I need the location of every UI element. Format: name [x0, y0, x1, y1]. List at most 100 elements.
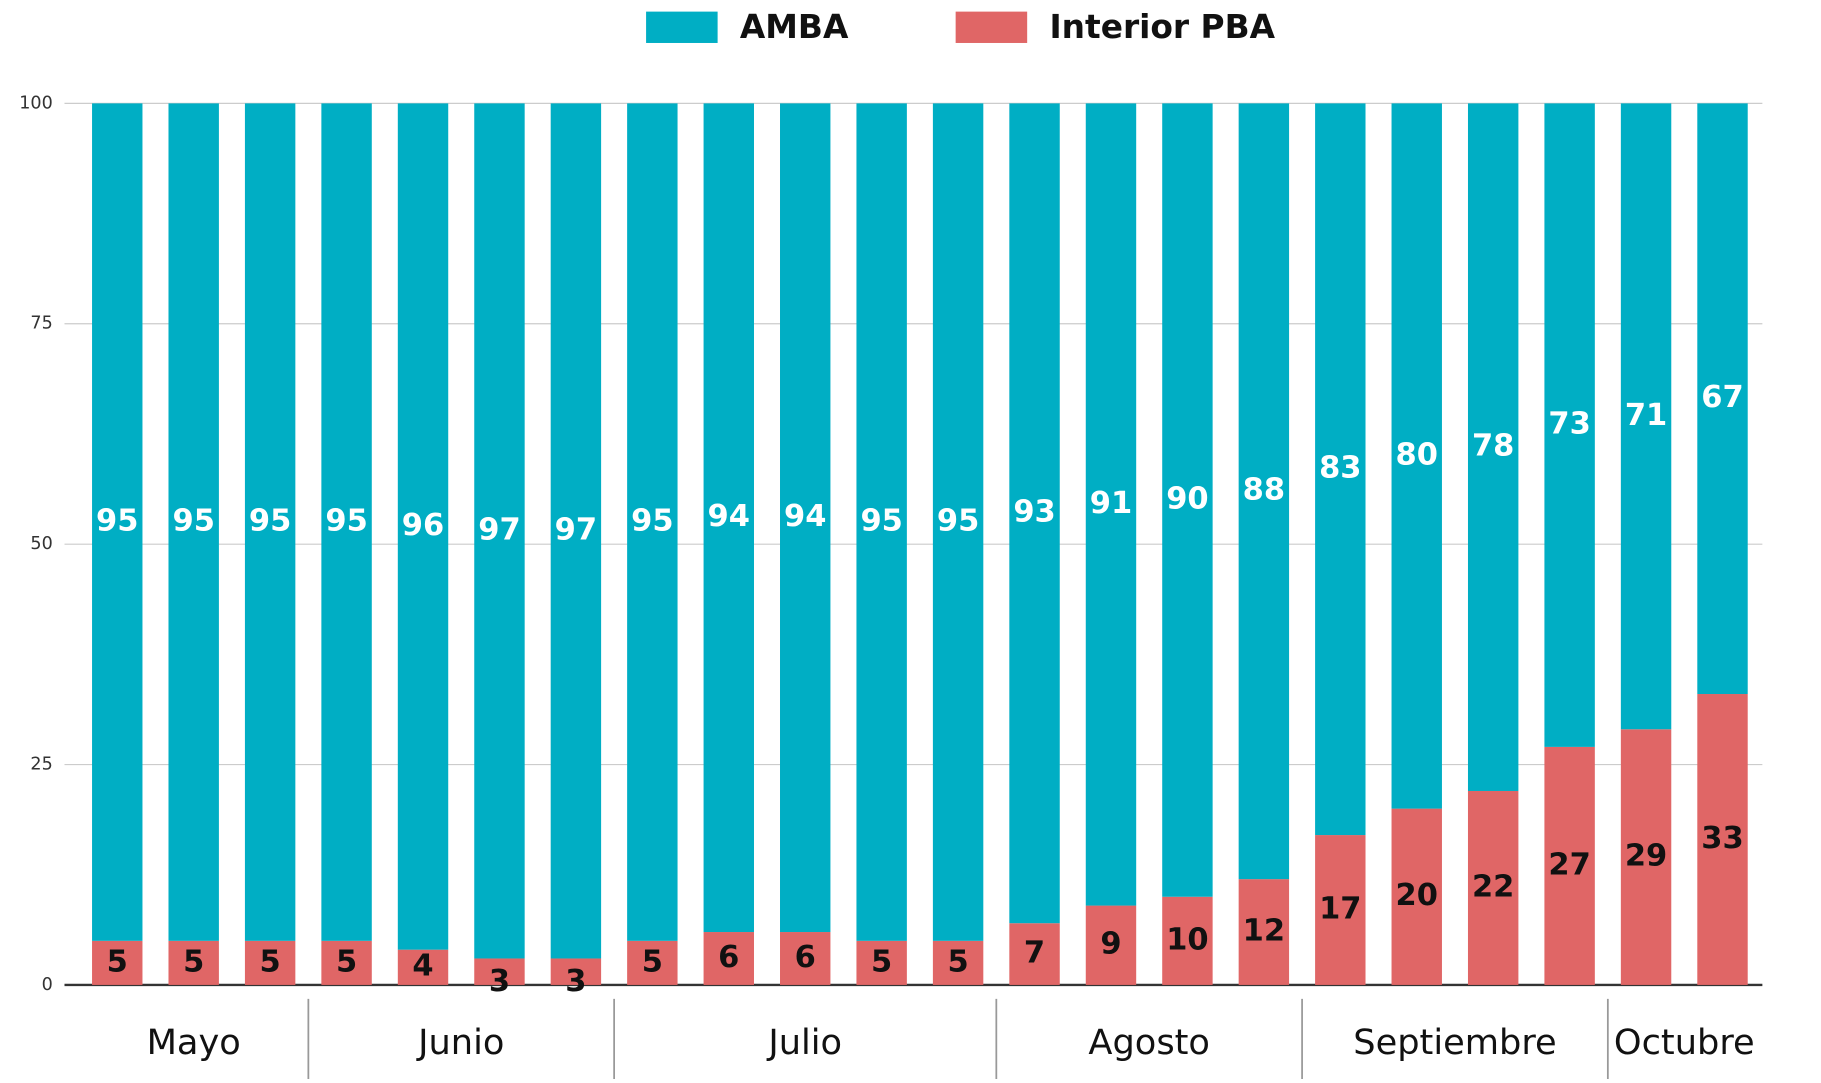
bar-segment — [397, 949, 449, 985]
bar-segment — [168, 103, 219, 941]
group-label: Octubre — [1614, 1023, 1755, 1063]
bar-segment — [932, 940, 984, 985]
bar-segment — [474, 103, 525, 959]
data-label: 5 — [642, 944, 663, 979]
data-label: 94 — [708, 499, 750, 534]
bar-segment — [397, 103, 449, 950]
data-label: 73 — [1548, 407, 1590, 442]
data-label: 20 — [1396, 878, 1438, 913]
bar-segment — [1620, 729, 1672, 985]
data-label: 6 — [718, 940, 739, 975]
data-label: 5 — [871, 944, 892, 979]
data-label: 71 — [1625, 398, 1667, 433]
data-label: 5 — [336, 944, 357, 979]
data-label: 78 — [1472, 429, 1514, 464]
bar-segment — [1697, 103, 1748, 695]
bar-segment — [856, 940, 907, 985]
bar-segment — [856, 103, 907, 941]
bar-segment — [321, 103, 372, 941]
bar-segment — [244, 103, 296, 941]
bar-segment — [780, 103, 831, 933]
bar-segment — [1391, 808, 1442, 985]
bar-segment — [703, 932, 754, 985]
bar-segment — [1467, 103, 1519, 791]
data-label: 95 — [249, 504, 291, 539]
data-label: 90 — [1166, 482, 1208, 517]
bar-segment — [703, 103, 754, 933]
bar-segment — [92, 940, 143, 985]
data-label: 83 — [1319, 451, 1361, 486]
data-label: 5 — [260, 944, 281, 979]
data-label: 97 — [555, 513, 597, 548]
data-label: 88 — [1243, 473, 1285, 508]
data-label: 94 — [784, 499, 826, 534]
data-label: 12 — [1243, 914, 1285, 949]
bar-segment — [550, 103, 602, 959]
data-label: 9 — [1100, 927, 1121, 962]
data-label: 5 — [107, 944, 128, 979]
bar-segment — [321, 940, 372, 985]
group-label: Junio — [416, 1023, 504, 1063]
bar-segment — [780, 932, 831, 985]
bar-segment — [1162, 103, 1213, 897]
bar-segment — [1697, 694, 1748, 985]
data-label: 91 — [1090, 486, 1132, 521]
data-label: 7 — [1024, 936, 1045, 971]
bar-segment — [1620, 103, 1672, 730]
data-label: 29 — [1625, 839, 1667, 874]
data-label: 95 — [96, 504, 138, 539]
bar-segment — [168, 940, 219, 985]
y-tick-label: 50 — [30, 534, 52, 554]
data-label: 95 — [937, 504, 979, 539]
legend-label: Interior PBA — [1049, 8, 1275, 46]
y-tick-label: 100 — [19, 93, 53, 113]
data-label: 17 — [1319, 892, 1361, 927]
legend-label: AMBA — [740, 8, 849, 46]
y-tick-label: 25 — [30, 755, 52, 775]
data-label: 27 — [1548, 848, 1590, 883]
bar-segment — [627, 940, 678, 985]
data-label: 33 — [1701, 821, 1743, 856]
bar-segment — [1391, 103, 1442, 809]
bar-segment — [1009, 923, 1060, 985]
data-label: 96 — [402, 508, 444, 543]
group-label: Agosto — [1088, 1023, 1210, 1063]
bar-segment — [1085, 905, 1137, 985]
data-label: 80 — [1396, 438, 1438, 473]
data-label: 5 — [183, 944, 204, 979]
data-label: 10 — [1166, 922, 1208, 957]
bar-segment — [550, 958, 602, 985]
bar-segment — [932, 103, 984, 941]
y-tick-label: 0 — [42, 975, 53, 995]
bar-segment — [244, 940, 296, 985]
group-label: Julio — [766, 1023, 842, 1063]
bar-segment — [1238, 103, 1290, 880]
bar-segment — [474, 958, 525, 985]
data-label: 3 — [489, 964, 510, 999]
bar-segment — [1544, 746, 1595, 985]
group-label: Septiembre — [1353, 1023, 1556, 1063]
data-label: 95 — [172, 504, 214, 539]
data-label: 3 — [565, 964, 586, 999]
legend-swatch — [646, 11, 718, 43]
bar-segment — [1238, 879, 1290, 985]
bar-segment — [1009, 103, 1060, 924]
data-label: 6 — [795, 940, 816, 975]
data-label: 95 — [860, 504, 902, 539]
bar-segment — [1315, 835, 1366, 985]
data-label: 22 — [1472, 870, 1514, 905]
data-label: 95 — [325, 504, 367, 539]
data-label: 4 — [412, 949, 433, 984]
data-label: 5 — [947, 944, 968, 979]
bar-segment — [1315, 103, 1366, 836]
data-label: 97 — [478, 513, 520, 548]
bar-segment — [1085, 103, 1137, 906]
bar-segment — [627, 103, 678, 941]
bar-segment — [1544, 103, 1595, 747]
y-tick-label: 75 — [30, 314, 52, 334]
group-label: Mayo — [147, 1023, 241, 1063]
bar-segment — [1467, 790, 1519, 985]
data-label: 67 — [1701, 380, 1743, 415]
bar-segment — [1162, 896, 1213, 985]
data-label: 93 — [1013, 495, 1055, 530]
